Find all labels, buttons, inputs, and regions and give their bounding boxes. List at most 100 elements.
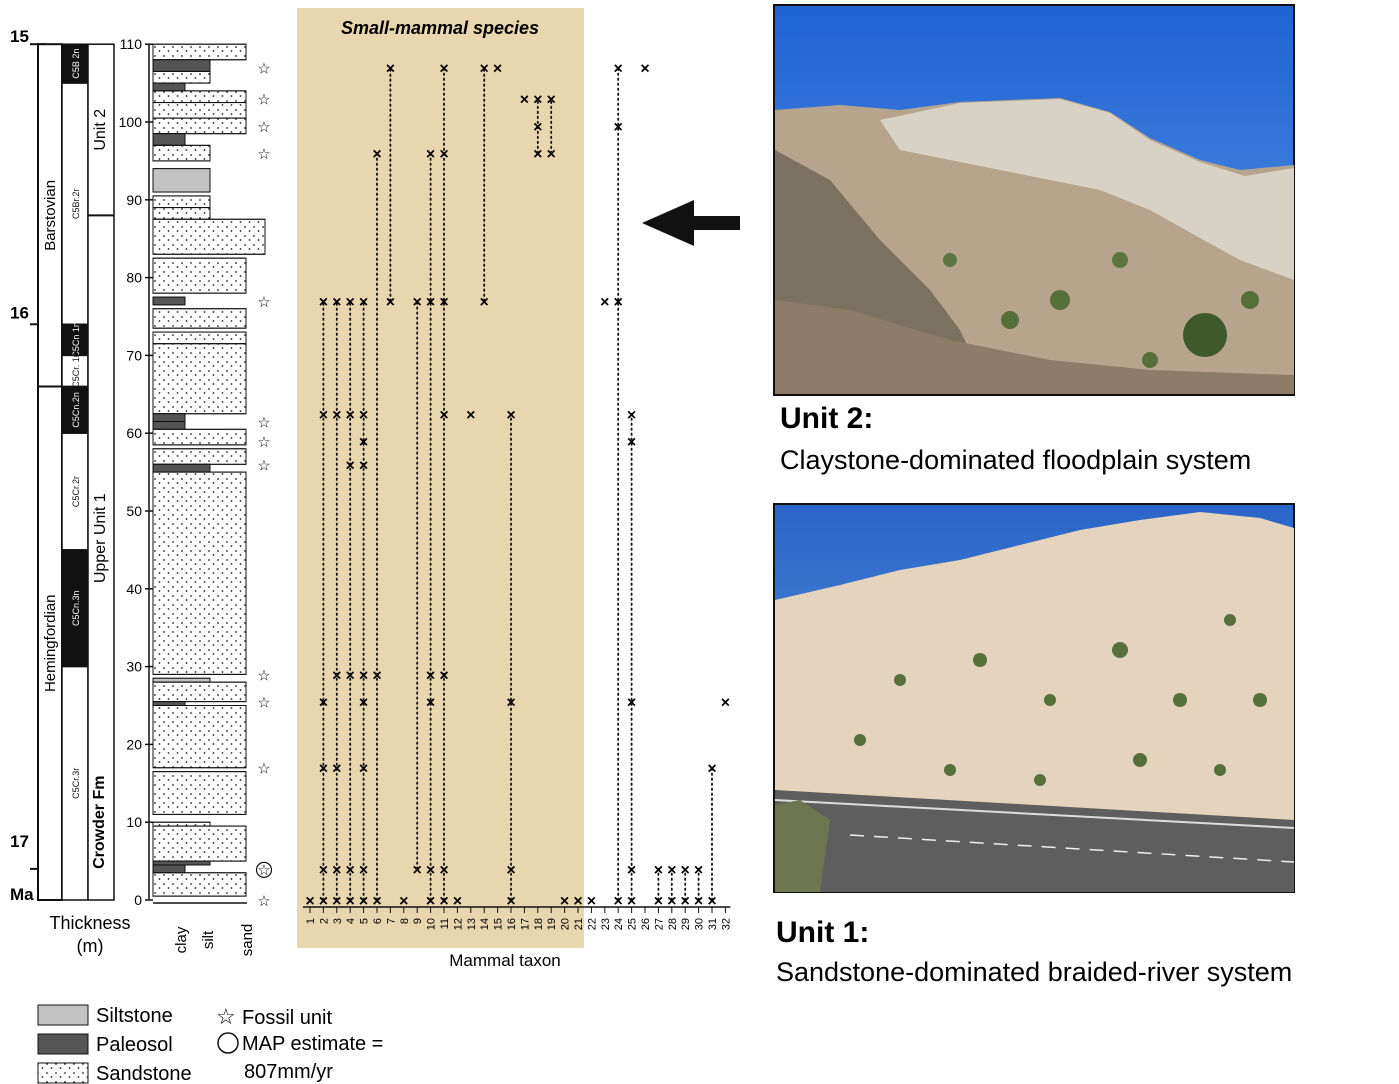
chron-label: C5Cn.2n bbox=[71, 392, 81, 428]
paleosol-bed bbox=[152, 421, 186, 430]
thickness-tick-label: 100 bbox=[119, 114, 143, 130]
taxon-tick-label: 18 bbox=[533, 918, 545, 930]
star-icon: ☆ bbox=[257, 92, 270, 109]
legend-map-label: MAP estimate = bbox=[242, 1033, 383, 1055]
occurrence-mark: × bbox=[654, 862, 663, 879]
taxon-axis: 1 2 3 4 5 6 7 8 9 10 11 12 13 14 15 16 17 18 19 20 21 22 23 24 2… bbox=[303, 906, 732, 930]
taxon-tick-label: 21 bbox=[573, 918, 585, 930]
paleosol-bed bbox=[152, 463, 211, 473]
unit-label: Upper Unit 1 bbox=[92, 493, 109, 583]
thickness-unit-label: (m) bbox=[77, 936, 104, 956]
star-icon: ☆ bbox=[257, 415, 270, 432]
siltstone-bed bbox=[152, 168, 211, 193]
taxon-axis-label: Mammal taxon bbox=[449, 951, 560, 970]
occurrence-mark: × bbox=[614, 119, 623, 136]
taxon-tick-label: 24 bbox=[613, 918, 625, 930]
occurrence-mark: × bbox=[533, 119, 542, 136]
star-icon: ☆ bbox=[257, 294, 270, 311]
occurrence-mark: × bbox=[426, 294, 435, 311]
occurrence-mark: × bbox=[359, 761, 368, 778]
occurrence-mark: × bbox=[359, 434, 368, 451]
occurrence-mark: × bbox=[547, 92, 556, 109]
taxon-tick-label: 6 bbox=[372, 918, 384, 924]
sandstone-bed bbox=[152, 825, 247, 862]
taxon-tick-label: 2 bbox=[318, 918, 330, 924]
chron-label: C5Cn.3n bbox=[71, 590, 81, 626]
occurrence-mark: × bbox=[506, 862, 515, 879]
occurrence-mark: × bbox=[332, 761, 341, 778]
thickness-tick-label: 30 bbox=[126, 659, 142, 675]
occurrence-mark: × bbox=[493, 61, 502, 78]
stage-label: Barstovian bbox=[42, 180, 59, 251]
occurrence-mark: × bbox=[721, 695, 730, 712]
taxon-tick-label: 8 bbox=[399, 918, 411, 924]
taxon-tick-label: 19 bbox=[546, 918, 558, 930]
taxon-tick-label: 14 bbox=[479, 918, 491, 930]
occurrence-mark: × bbox=[346, 667, 355, 684]
sandstone-bed bbox=[152, 70, 211, 84]
stage-label: Hemingfordian bbox=[42, 594, 59, 692]
circle-icon bbox=[255, 861, 273, 878]
occurrence-mark: × bbox=[332, 667, 341, 684]
occurrence-mark: × bbox=[426, 862, 435, 879]
occurrence-mark: × bbox=[439, 407, 448, 424]
star-icon: ☆ bbox=[257, 695, 270, 712]
occurrence-mark: × bbox=[707, 893, 716, 910]
occurrence-mark: × bbox=[413, 862, 422, 879]
occurrence-mark: × bbox=[319, 294, 328, 311]
siltstone-bed bbox=[152, 677, 211, 683]
age-tick-label: 16 bbox=[10, 303, 29, 322]
thickness-tick-label: 80 bbox=[126, 270, 142, 286]
sandstone-bed bbox=[152, 144, 211, 162]
occurrence-mark: × bbox=[627, 893, 636, 910]
chron-label: C5Cr. 1r bbox=[71, 354, 81, 388]
sandstone-bed bbox=[152, 705, 247, 769]
occurrence-mark: × bbox=[573, 893, 582, 910]
occurrence-mark: × bbox=[627, 862, 636, 879]
sandstone-bed bbox=[152, 195, 211, 209]
thickness-axis: 0 10 20 30 40 50 60 70 80 90 100 110 bbox=[119, 36, 153, 908]
occurrence-mark: × bbox=[439, 146, 448, 163]
occurrence-mark: × bbox=[533, 92, 542, 109]
occurrence-mark: × bbox=[600, 294, 609, 311]
stage-column: Barstovian Hemingfordian bbox=[37, 43, 63, 901]
taxon-tick-label: 12 bbox=[452, 918, 464, 930]
chron-label: C5B 2n bbox=[71, 49, 81, 79]
legend-sandstone-swatch bbox=[37, 1062, 89, 1084]
thickness-tick-label: 10 bbox=[126, 814, 142, 830]
sandstone-bed bbox=[152, 681, 247, 703]
chron-label: C5Cr.2r bbox=[71, 476, 81, 507]
thickness-tick-label: 70 bbox=[126, 347, 142, 363]
thickness-tick-label: 0 bbox=[134, 892, 142, 908]
taxon-tick-label: 27 bbox=[653, 918, 665, 930]
taxon-tick-label: 11 bbox=[439, 918, 451, 929]
unit1-caption-subtitle: Sandstone-dominated braided-river system bbox=[776, 957, 1292, 987]
taxon-tick-label: 20 bbox=[560, 918, 572, 930]
photo-unit2 bbox=[773, 4, 1295, 396]
taxon-tick-label: 1 bbox=[305, 918, 317, 924]
sandstone-bed bbox=[152, 331, 247, 345]
occurrence-mark: × bbox=[587, 893, 596, 910]
age-unit-label: Ma bbox=[10, 885, 34, 904]
occurrence-mark: × bbox=[439, 862, 448, 879]
circle-icon bbox=[217, 1032, 239, 1054]
occurrence-mark: × bbox=[359, 407, 368, 424]
occurrence-mark: × bbox=[319, 761, 328, 778]
unit-column-frame bbox=[87, 43, 115, 901]
occurrence-mark: × bbox=[614, 893, 623, 910]
legend-paleosol-swatch bbox=[37, 1033, 89, 1055]
star-icon: ☆ bbox=[257, 862, 270, 879]
sandstone-bed bbox=[152, 343, 247, 415]
species-panel-title: Small-mammal species bbox=[341, 18, 539, 38]
thickness-tick-label: 40 bbox=[126, 581, 142, 597]
occurrence-mark: × bbox=[359, 457, 368, 474]
thickness-tick-label: 90 bbox=[126, 192, 142, 208]
occurrence-mark: × bbox=[707, 761, 716, 778]
unit2-caption-subtitle: Claystone-dominated floodplain system bbox=[780, 445, 1251, 475]
normal-polarity-zone bbox=[61, 549, 89, 668]
occurrence-mark: × bbox=[426, 695, 435, 712]
legend: Siltstone Paleosol Sandstone ☆ Fossil un… bbox=[37, 1004, 383, 1084]
occurrence-mark: × bbox=[547, 146, 556, 163]
occurrence-mark: × bbox=[319, 893, 328, 910]
